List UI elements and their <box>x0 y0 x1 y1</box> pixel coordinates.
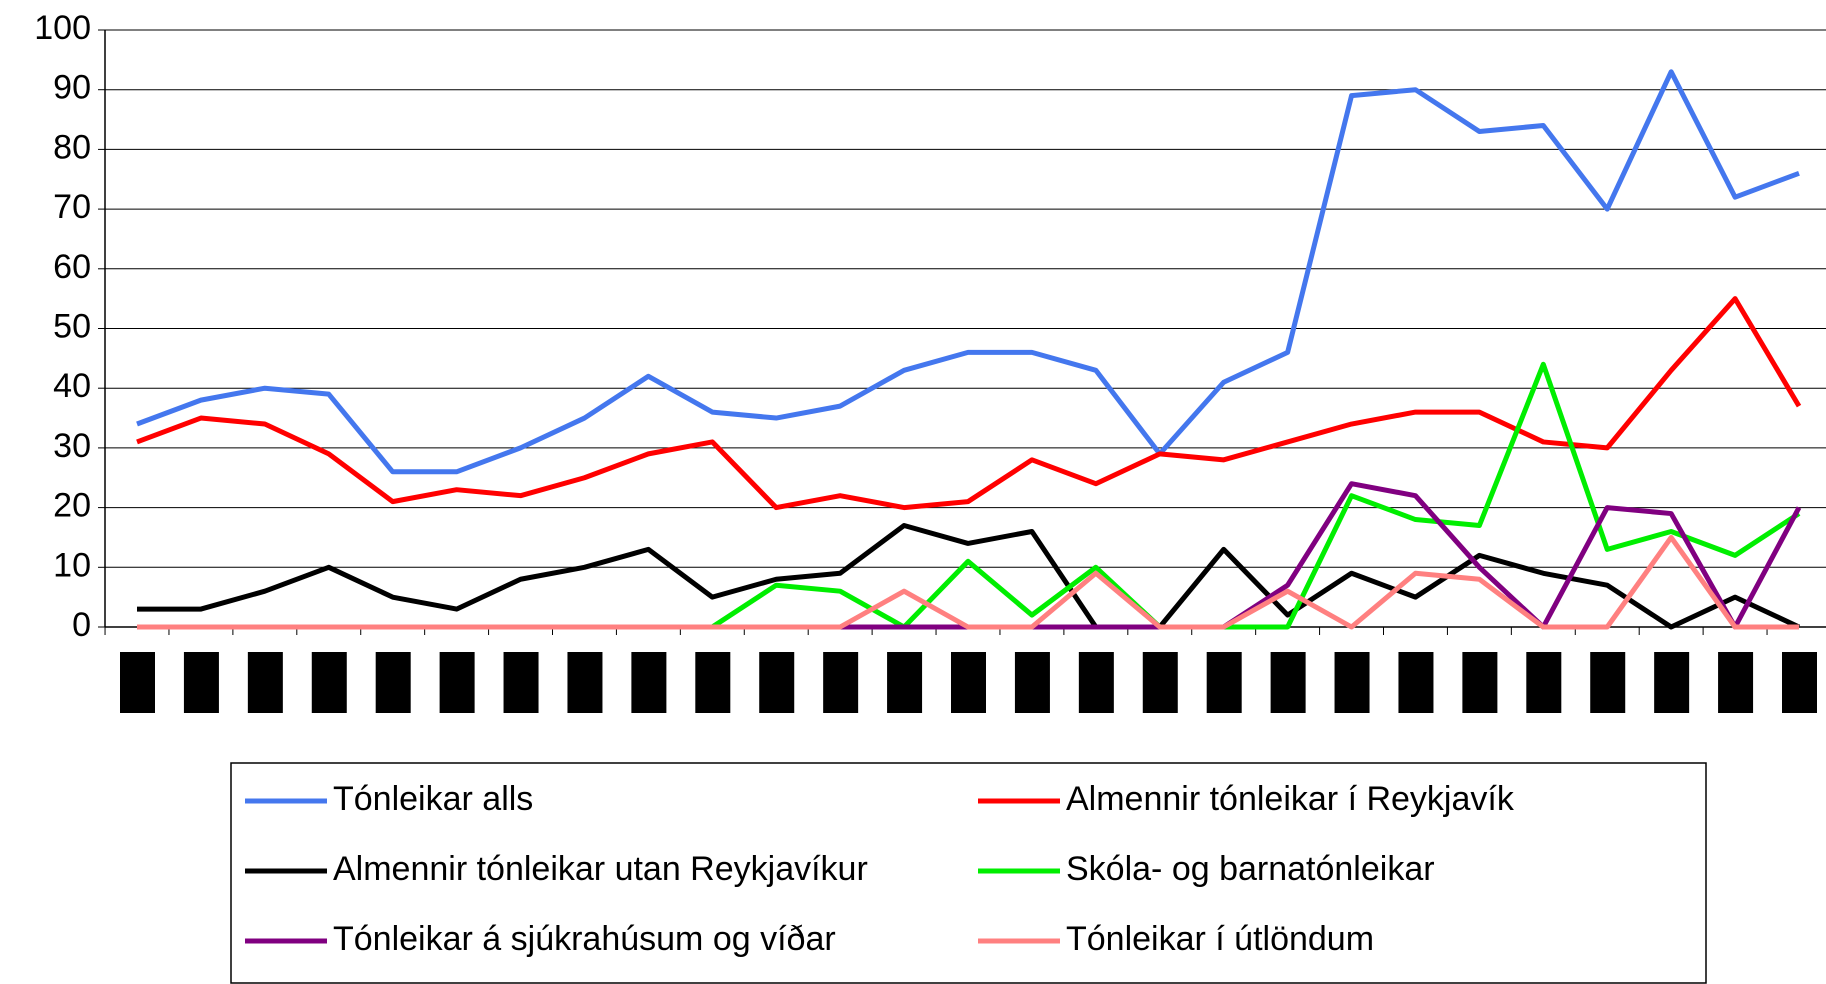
y-tick-label: 50 <box>53 307 91 345</box>
redacted-label <box>823 652 859 713</box>
legend-label: Tónleikar á sjúkrahúsum og víðar <box>333 920 836 958</box>
redacted-label <box>759 652 795 713</box>
y-tick-label: 70 <box>53 188 91 226</box>
series-line <box>137 481 1802 630</box>
legend-label: Tónleikar alls <box>333 780 533 818</box>
redacted-label <box>247 652 283 713</box>
series-line <box>137 523 1801 630</box>
redacted-label <box>375 652 411 713</box>
redacted-label <box>120 652 155 713</box>
redacted-label <box>1590 652 1626 713</box>
redacted-label <box>439 652 475 713</box>
y-tick-label: 20 <box>53 487 91 525</box>
redacted-label <box>183 652 219 713</box>
redacted-label <box>567 652 603 713</box>
y-tick-label: 40 <box>53 367 91 405</box>
redacted-label <box>887 652 923 713</box>
series-line <box>136 69 1800 475</box>
legend-label: Almennir tónleikar í Reykjavík <box>1066 780 1515 818</box>
redacted-label <box>951 652 986 713</box>
redacted-label <box>1782 652 1817 713</box>
redacted-label <box>1526 652 1562 713</box>
redacted-label <box>1718 652 1754 713</box>
redacted-label <box>1334 652 1370 713</box>
redacted-label <box>1654 652 1690 713</box>
redacted-label <box>1014 652 1050 713</box>
y-tick-label: 30 <box>53 427 91 465</box>
legend-box <box>230 762 1707 984</box>
y-tick-label: 100 <box>34 9 91 47</box>
redacted-label <box>1142 652 1178 713</box>
y-tick-label: 10 <box>53 546 91 584</box>
y-tick-label: 0 <box>72 606 91 644</box>
redacted-label <box>311 652 347 713</box>
redacted-label <box>1270 652 1306 713</box>
legend-label: Tónleikar í útlöndum <box>1066 920 1374 958</box>
y-tick-label: 60 <box>53 248 91 286</box>
legend-label: Almennir tónleikar utan Reykjavíkur <box>333 850 868 888</box>
redacted-label <box>503 652 539 713</box>
series-line <box>136 296 1802 511</box>
redacted-label <box>1206 652 1242 713</box>
legend-label: Skóla- og barnatónleikar <box>1066 850 1435 888</box>
redacted-label <box>1078 652 1114 713</box>
y-tick-label: 90 <box>53 69 91 107</box>
series-line <box>137 534 1799 630</box>
redacted-label <box>695 652 731 713</box>
redacted-label <box>1398 652 1434 713</box>
redacted-label <box>631 652 667 713</box>
y-tick-label: 80 <box>53 128 91 166</box>
redacted-label <box>1462 652 1498 713</box>
